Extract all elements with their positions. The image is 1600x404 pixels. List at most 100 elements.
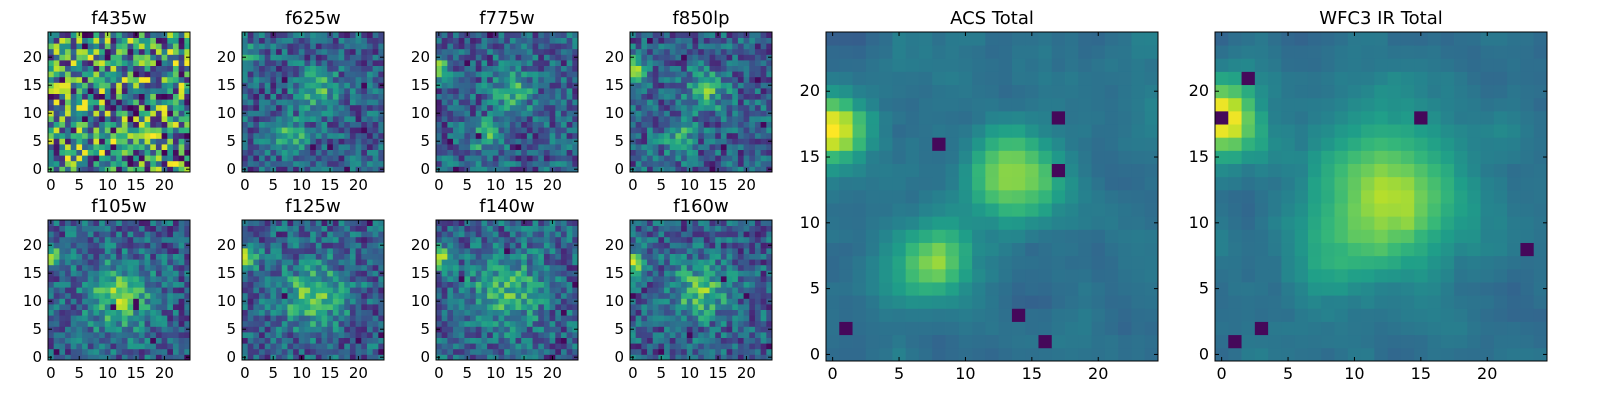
heatmap-cell	[145, 150, 151, 156]
heatmap-cell	[516, 226, 522, 232]
heatmap-cell	[453, 321, 459, 327]
heatmap-cell	[510, 49, 516, 55]
heatmap-cell	[54, 144, 60, 150]
heatmap-cell	[242, 144, 248, 150]
heatmap-cell	[504, 71, 510, 77]
heatmap-cell	[99, 343, 105, 349]
heatmap-cell	[521, 49, 527, 55]
heatmap-cell	[630, 38, 636, 44]
heatmap-cell	[561, 43, 567, 49]
heatmap-cell	[145, 99, 151, 105]
heatmap-cell	[265, 326, 271, 332]
heatmap-cell	[105, 133, 111, 139]
heatmap-cell	[721, 293, 727, 299]
heatmap-cell	[744, 105, 750, 111]
heatmap-cell	[242, 99, 248, 105]
heatmap-cell	[110, 144, 116, 150]
heatmap-cell	[128, 231, 134, 237]
heatmap-cell	[727, 38, 733, 44]
heatmap-cell	[561, 231, 567, 237]
heatmap-cell	[293, 82, 299, 88]
heatmap-cell	[71, 43, 77, 49]
heatmap-cell	[521, 304, 527, 310]
heatmap-cell	[59, 310, 65, 316]
heatmap-cell	[356, 88, 362, 94]
heatmap-cell	[270, 338, 276, 344]
heatmap-cell	[538, 242, 544, 248]
heatmap-cell	[99, 38, 105, 44]
heatmap-cell	[572, 248, 578, 254]
heatmap-cell	[259, 66, 265, 72]
heatmap-cell	[82, 343, 88, 349]
heatmap-cell	[766, 105, 772, 111]
y-tick-label: 20	[217, 48, 236, 66]
heatmap-cell	[453, 161, 459, 167]
heatmap-cell	[721, 326, 727, 332]
heatmap-cell	[150, 231, 156, 237]
heatmap-cell	[436, 349, 442, 355]
heatmap-cell	[544, 254, 550, 260]
heatmap-cell	[698, 298, 704, 304]
heatmap-cell	[344, 220, 350, 226]
heatmap-cell	[139, 220, 145, 226]
heatmap-cell	[248, 43, 254, 49]
heatmap-cell	[293, 49, 299, 55]
heatmap-cell	[184, 304, 190, 310]
heatmap-cell	[173, 315, 179, 321]
heatmap-cell	[173, 242, 179, 248]
heatmap-cell	[316, 231, 322, 237]
heatmap-cell	[259, 99, 265, 105]
heatmap-cell	[453, 155, 459, 161]
heatmap-cell	[242, 38, 248, 44]
heatmap-cell	[761, 332, 767, 338]
heatmap-cell	[99, 332, 105, 338]
heatmap-cell	[498, 237, 504, 243]
heatmap-cell	[544, 66, 550, 72]
heatmap-cell	[133, 82, 139, 88]
heatmap-cell	[145, 282, 151, 288]
heatmap-cell	[344, 54, 350, 60]
heatmap-cell	[487, 122, 493, 128]
heatmap-cell	[658, 293, 664, 299]
heatmap-cell	[470, 248, 476, 254]
heatmap-cell	[755, 298, 761, 304]
heatmap-cell	[128, 43, 134, 49]
heatmap-cell	[670, 116, 676, 122]
heatmap-cell	[316, 99, 322, 105]
heatmap-cell	[133, 237, 139, 243]
heatmap-cell	[510, 105, 516, 111]
heatmap-cell	[470, 321, 476, 327]
heatmap-cell	[327, 332, 333, 338]
heatmap-cell	[572, 237, 578, 243]
heatmap-cell	[82, 43, 88, 49]
heatmap-cell	[248, 326, 254, 332]
heatmap-cell	[304, 43, 310, 49]
heatmap-cell	[464, 332, 470, 338]
heatmap-cell	[378, 310, 384, 316]
heatmap-cell	[572, 144, 578, 150]
heatmap-cell	[265, 226, 271, 232]
heatmap-cell	[744, 60, 750, 66]
heatmap-cell	[704, 282, 710, 288]
heatmap-cell	[481, 315, 487, 321]
heatmap-cell	[447, 82, 453, 88]
heatmap-cell	[179, 122, 185, 128]
heatmap-cell	[259, 122, 265, 128]
heatmap-cell	[173, 88, 179, 94]
heatmap-cell	[498, 127, 504, 133]
heatmap-cell	[110, 71, 116, 77]
heatmap-cell	[464, 270, 470, 276]
heatmap-cell	[744, 293, 750, 299]
heatmap-cell	[681, 94, 687, 100]
heatmap-cell	[738, 116, 744, 122]
heatmap-cell	[316, 150, 322, 156]
heatmap-cell	[156, 82, 162, 88]
heatmap-cell	[681, 116, 687, 122]
heatmap-cell	[572, 88, 578, 94]
heatmap-cell	[710, 99, 716, 105]
heatmap-cell	[287, 32, 293, 38]
heatmap-cell	[242, 282, 248, 288]
heatmap-cell	[71, 237, 77, 243]
heatmap-cell	[344, 349, 350, 355]
heatmap-cell	[122, 310, 128, 316]
